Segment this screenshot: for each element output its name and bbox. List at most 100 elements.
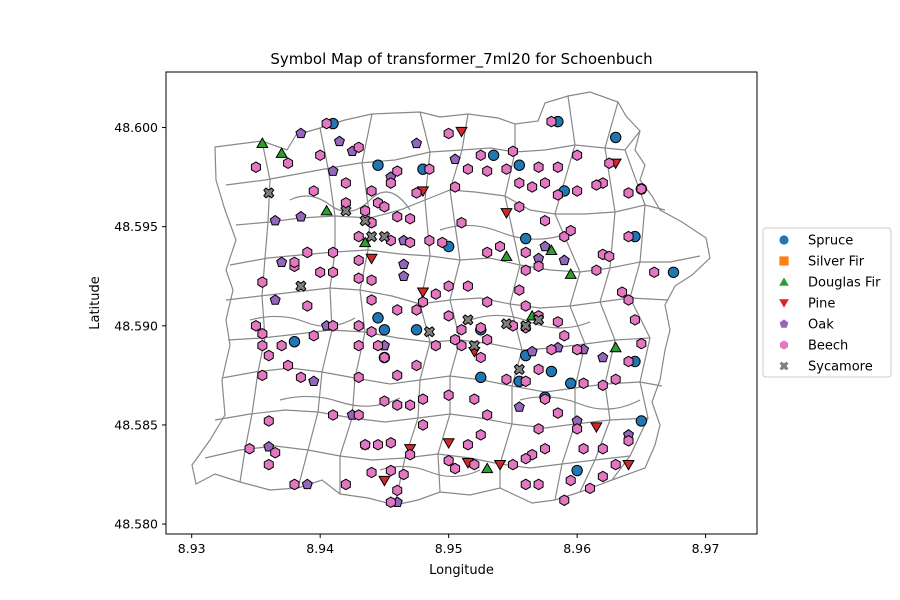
point-beech bbox=[591, 179, 602, 191]
boundary-internal bbox=[437, 113, 469, 493]
point-beech bbox=[257, 327, 268, 340]
point-beech bbox=[597, 470, 608, 483]
point-beech bbox=[456, 216, 467, 229]
x-tick-label: 8.97 bbox=[692, 541, 720, 556]
point-beech bbox=[623, 230, 634, 243]
point-beech bbox=[353, 339, 364, 352]
point-beech bbox=[443, 389, 454, 401]
point-spruce bbox=[487, 149, 500, 161]
point-beech bbox=[514, 177, 525, 189]
point-beech bbox=[482, 333, 493, 346]
point-beech bbox=[405, 236, 416, 249]
x-axis: 8.93 8.94 8.95 8.96 8.97 bbox=[178, 534, 720, 556]
point-beech bbox=[552, 189, 563, 201]
boundary-internal bbox=[289, 191, 411, 212]
point-beech bbox=[540, 393, 551, 405]
point-beech bbox=[257, 339, 268, 352]
y-tick-label: 48.580 bbox=[114, 517, 158, 532]
point-beech bbox=[443, 310, 454, 322]
point-beech bbox=[417, 393, 428, 405]
point-beech bbox=[559, 494, 570, 507]
point-beech bbox=[244, 442, 255, 455]
y-tick-label: 48.600 bbox=[114, 120, 158, 135]
point-sycamore bbox=[295, 280, 307, 292]
point-beech bbox=[405, 212, 416, 225]
point-beech bbox=[475, 351, 486, 364]
point-beech bbox=[623, 355, 634, 368]
point-beech bbox=[437, 236, 448, 249]
point-spruce bbox=[288, 335, 301, 348]
point-beech bbox=[360, 438, 371, 451]
point-pine bbox=[442, 438, 455, 449]
point-pine bbox=[378, 475, 391, 487]
point-beech bbox=[392, 369, 403, 382]
point-beech bbox=[353, 409, 364, 421]
point-beech bbox=[623, 435, 634, 447]
plot-frame bbox=[165, 71, 758, 535]
point-oak bbox=[327, 165, 339, 176]
point-beech bbox=[340, 177, 351, 189]
point-oak bbox=[539, 240, 551, 252]
point-beech bbox=[572, 185, 583, 197]
point-beech bbox=[328, 246, 339, 259]
point-oak bbox=[449, 153, 461, 164]
point-beech bbox=[462, 438, 473, 451]
data-markers bbox=[244, 115, 680, 509]
point-beech bbox=[302, 246, 313, 259]
point-beech bbox=[462, 163, 473, 175]
point-beech bbox=[482, 409, 493, 421]
point-beech bbox=[610, 373, 621, 386]
point-beech bbox=[469, 393, 480, 405]
point-sycamore bbox=[532, 314, 545, 326]
point-beech bbox=[289, 478, 300, 491]
point-spruce bbox=[378, 324, 391, 336]
point-beech bbox=[610, 458, 621, 471]
point-beech bbox=[385, 496, 396, 509]
point-spruce bbox=[520, 232, 532, 245]
point-beech bbox=[302, 300, 313, 312]
point-sycamore bbox=[340, 205, 352, 217]
point-beech bbox=[424, 234, 435, 247]
legend-label-spruce: Spruce bbox=[808, 234, 853, 249]
y-tick-label: 48.585 bbox=[114, 417, 158, 432]
point-spruce bbox=[635, 415, 648, 427]
point-pine bbox=[365, 253, 378, 265]
point-beech bbox=[533, 478, 544, 491]
point-beech bbox=[379, 351, 390, 364]
point-beech bbox=[328, 266, 339, 279]
legend: Spruce Silver Fir Douglas Fir Pine Oak Beech S… bbox=[762, 227, 892, 378]
point-beech bbox=[353, 371, 364, 384]
point-beech bbox=[636, 337, 647, 350]
point-beech bbox=[276, 339, 287, 352]
boundary-internal bbox=[554, 95, 586, 501]
point-beech bbox=[649, 266, 660, 279]
point-beech bbox=[475, 322, 486, 334]
legend-marker-beech bbox=[780, 340, 788, 350]
point-sycamore bbox=[263, 187, 275, 199]
y-axis-label: Latitude bbox=[88, 276, 103, 330]
point-beech bbox=[604, 157, 615, 169]
point-beech bbox=[540, 214, 551, 227]
point-beech bbox=[392, 399, 403, 411]
point-oak bbox=[276, 256, 288, 268]
point-beech bbox=[366, 274, 377, 286]
point-oak bbox=[558, 254, 570, 266]
point-beech bbox=[263, 415, 274, 427]
point-beech bbox=[315, 266, 326, 279]
point-pine bbox=[500, 208, 513, 219]
point-douglas-fir bbox=[609, 341, 622, 353]
boundary-outer bbox=[191, 91, 711, 506]
y-tick-label: 48.595 bbox=[114, 219, 158, 234]
point-beech bbox=[283, 359, 294, 372]
legend-marker-sycamore bbox=[779, 361, 789, 371]
point-pine bbox=[455, 126, 468, 138]
point-pine bbox=[590, 422, 603, 434]
point-beech bbox=[475, 149, 486, 162]
point-beech bbox=[353, 272, 364, 284]
x-tick-label: 8.96 bbox=[563, 541, 591, 556]
point-beech bbox=[636, 183, 647, 195]
point-beech bbox=[405, 448, 416, 461]
point-beech bbox=[617, 286, 628, 298]
point-beech bbox=[250, 320, 261, 332]
boundary-internal bbox=[519, 396, 641, 410]
